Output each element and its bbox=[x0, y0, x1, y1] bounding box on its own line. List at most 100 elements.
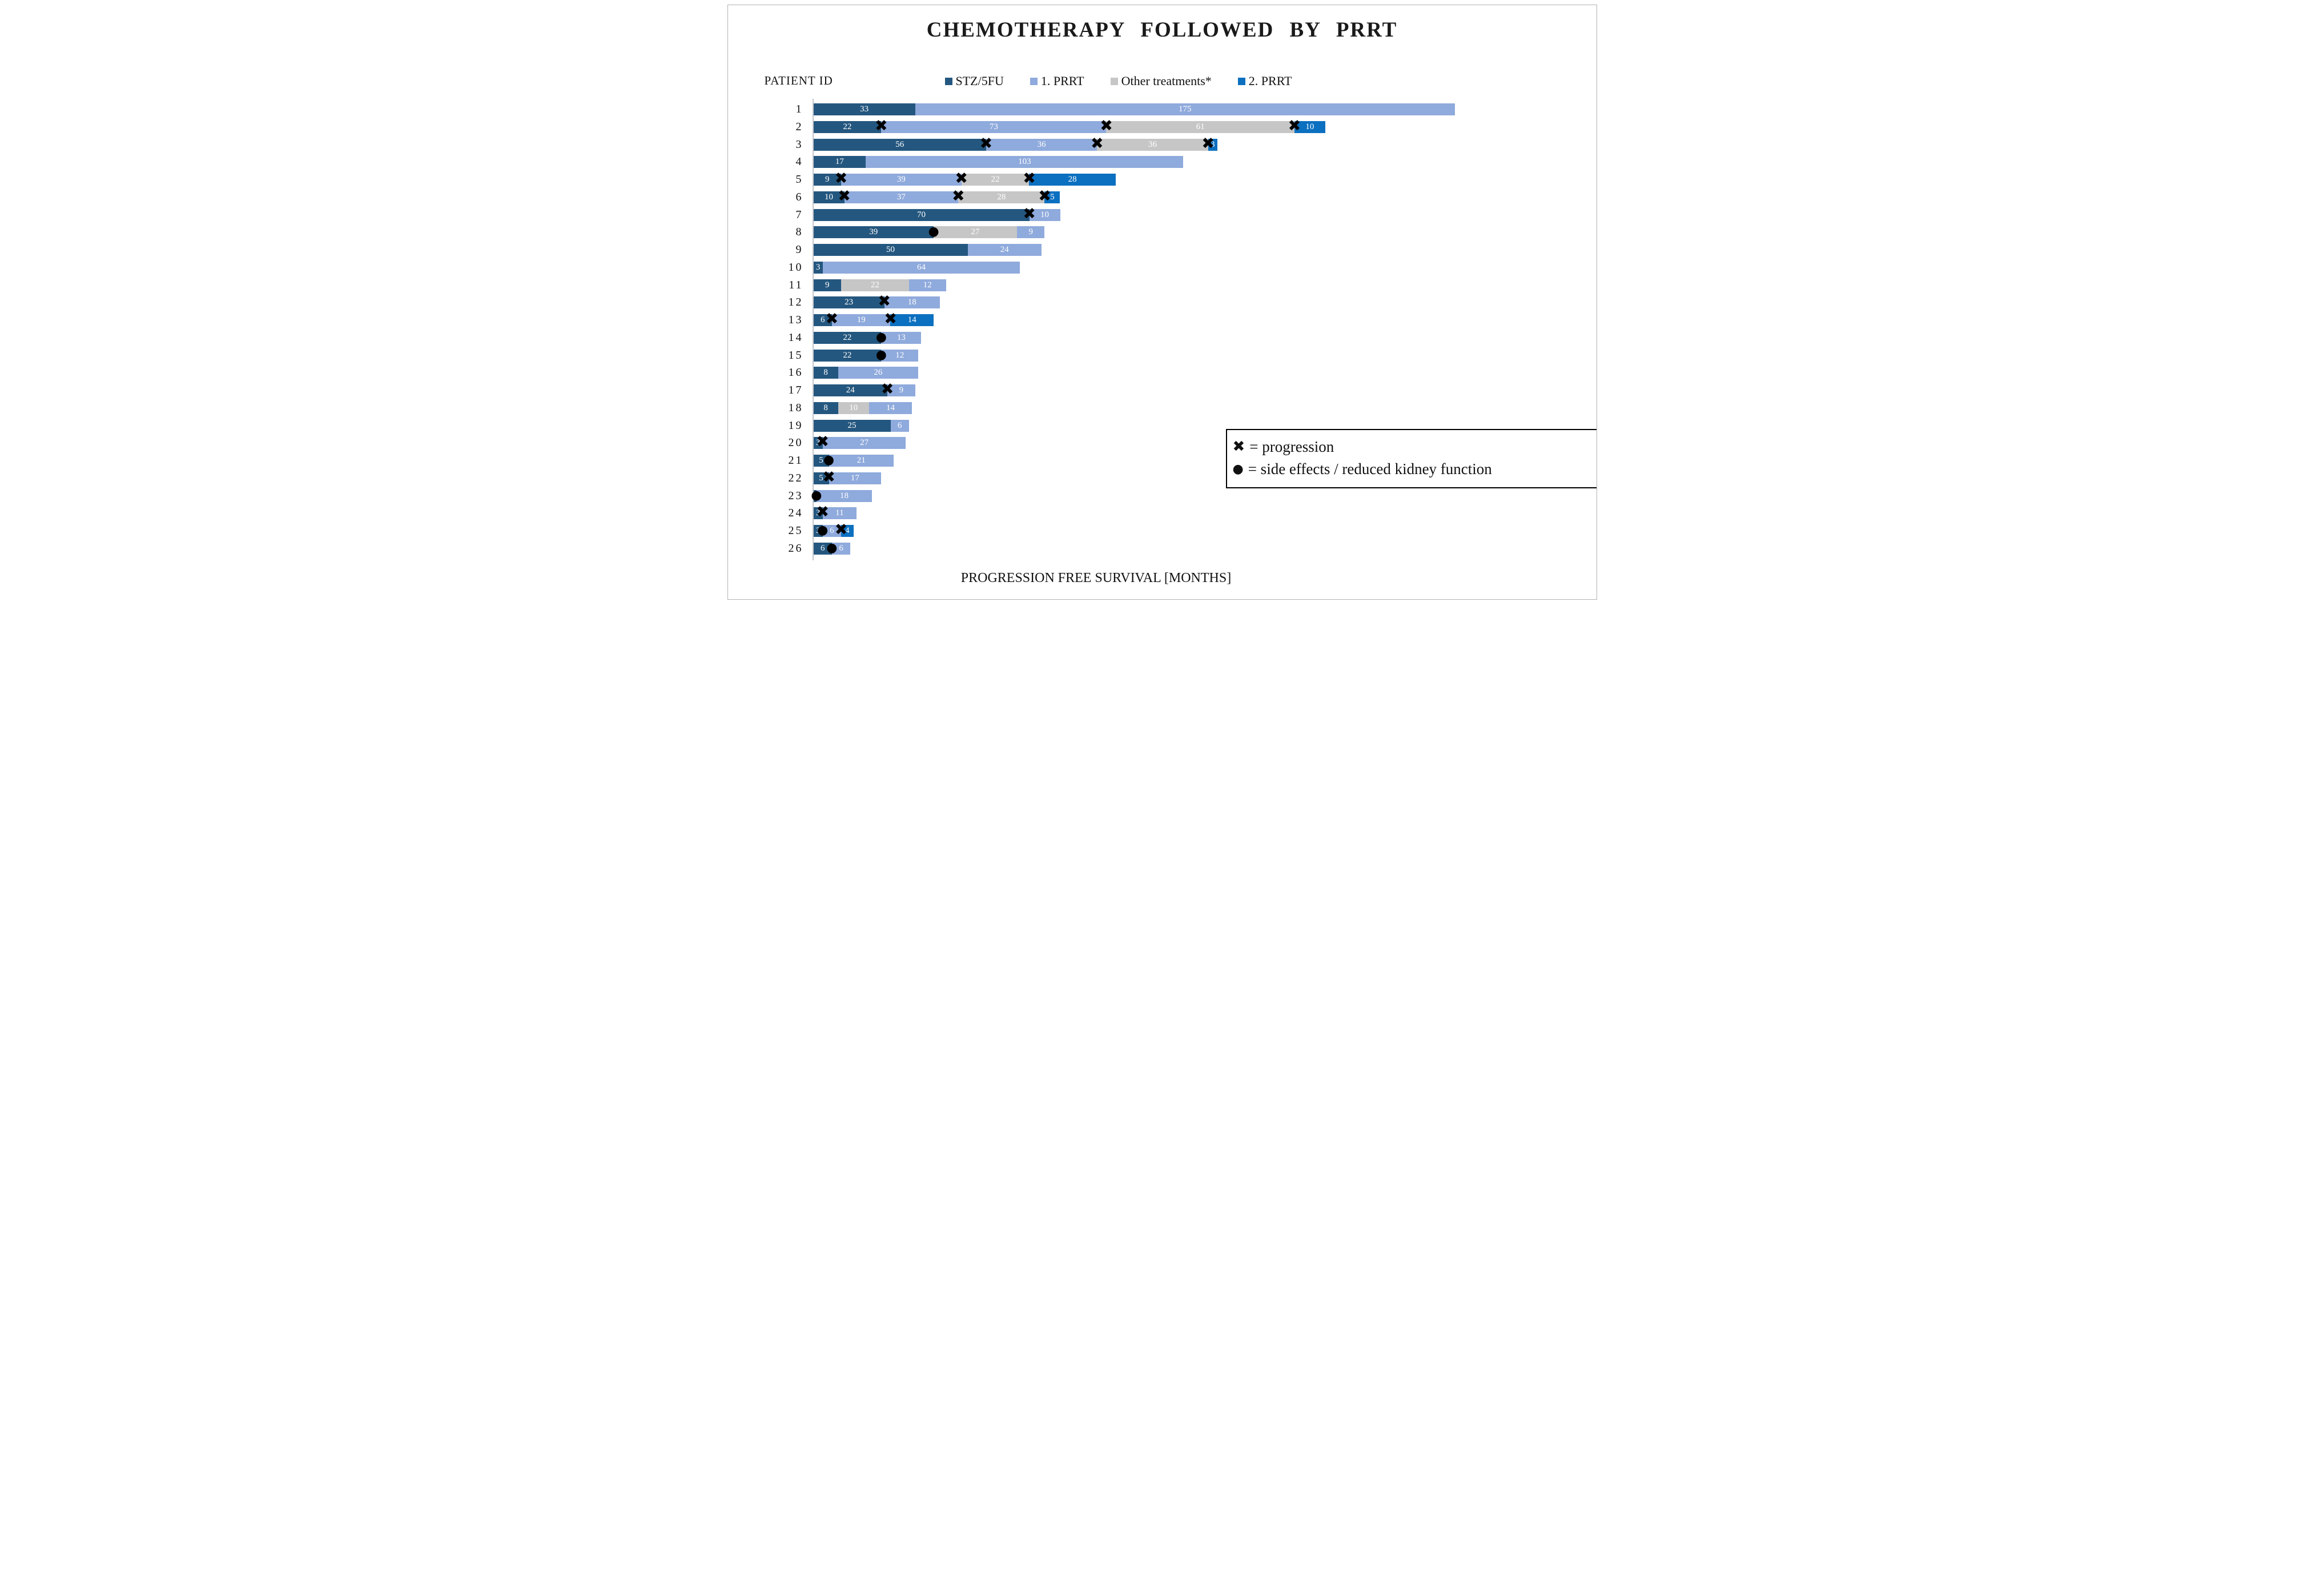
bar-row-patient-16: 16 8 26 bbox=[728, 364, 1597, 382]
legend-label-2-prrt: 2. PRRT bbox=[1248, 74, 1292, 88]
segment-value-label: 10 bbox=[1040, 210, 1049, 219]
bar-stack: 5 17 bbox=[813, 472, 882, 484]
bar-stack: 24 9 bbox=[813, 384, 915, 396]
bar-stack: 10 37 28 5 bbox=[813, 191, 1060, 203]
plot-area: 1 33 175 2 22 73 61 10 ✖ ✖ ✖ 3 56 36 36 3 ✖ ✖ ✖ 4 17 103 5 9 39 2… bbox=[728, 99, 1597, 560]
bar-row-patient-12: 12 23 18 ✖ bbox=[728, 293, 1597, 312]
segment-value-label: 6 bbox=[830, 526, 834, 535]
bar-row-patient-25: 25 3 6 4 ● ✖ bbox=[728, 521, 1597, 540]
bar-stack: 8 26 bbox=[813, 367, 919, 379]
patient-id-tick: 24 bbox=[788, 507, 803, 520]
bar-segment-stz-5fu: 3 bbox=[813, 437, 823, 450]
y-axis-title: PATIENT ID bbox=[764, 74, 833, 87]
patient-id-tick: 23 bbox=[788, 489, 803, 502]
patient-id-tick: 15 bbox=[788, 348, 803, 362]
segment-value-label: 6 bbox=[820, 315, 825, 324]
segment-value-label: 14 bbox=[886, 403, 895, 412]
bar-segment-stz-5fu: 25 bbox=[813, 419, 891, 432]
bar-segment-1-prrt: 6 bbox=[831, 542, 851, 555]
bar-row-patient-11: 11 9 22 12 bbox=[728, 277, 1597, 295]
bar-segment-other-treatments: 61 bbox=[1106, 121, 1294, 133]
segment-value-label: 22 bbox=[991, 175, 1000, 184]
bar-row-patient-14: 14 22 13 ● bbox=[728, 330, 1597, 347]
segment-value-label: 10 bbox=[1305, 122, 1314, 131]
legend-item-2-prrt: 2. PRRT bbox=[1237, 74, 1292, 89]
segment-value-label: 19 bbox=[857, 315, 866, 324]
bar-segment-other-treatments: 36 bbox=[1097, 138, 1208, 151]
bar-stack: 22 13 bbox=[813, 331, 922, 344]
bar-stack: 33 175 bbox=[813, 103, 1455, 115]
segment-value-label: 175 bbox=[1178, 105, 1192, 114]
legend-swatch-1-prrt bbox=[1030, 77, 1038, 85]
segment-value-label: 4 bbox=[845, 526, 850, 535]
bar-segment-1-prrt: 19 bbox=[831, 314, 891, 326]
segment-value-label: 56 bbox=[895, 139, 904, 149]
segment-value-label: 6 bbox=[839, 543, 843, 553]
segment-value-label: 22 bbox=[843, 350, 852, 360]
segment-value-label: 61 bbox=[1196, 122, 1205, 131]
bar-segment-1-prrt: 10 bbox=[1029, 208, 1060, 221]
legend-swatch-2-prrt bbox=[1237, 77, 1245, 85]
marker-legend-side-effect: ● = side effects / reduced kidney functi… bbox=[1233, 458, 1597, 480]
bar-segment-stz-5fu: 8 bbox=[813, 367, 838, 379]
bar-segment-1-prrt: 39 bbox=[841, 174, 962, 186]
bar-segment-stz-5fu: 5 bbox=[813, 455, 829, 467]
progression-x-icon: ✖ bbox=[1232, 438, 1245, 455]
bar-segment-1-prrt: 12 bbox=[908, 279, 946, 291]
segment-value-label: 14 bbox=[907, 315, 916, 324]
bar-segment-stz-5fu: 9 bbox=[813, 174, 842, 186]
patient-id-tick: 19 bbox=[788, 419, 803, 432]
segment-value-label: 10 bbox=[825, 192, 833, 202]
patient-id-tick: 18 bbox=[788, 401, 803, 414]
bar-segment-1-prrt: 21 bbox=[829, 455, 894, 467]
marker-legend-box: ✖ = progression ● = side effects / reduc… bbox=[1225, 429, 1597, 489]
segment-value-label: 5 bbox=[819, 473, 823, 483]
segment-value-label: 26 bbox=[874, 368, 883, 378]
patient-id-tick: 22 bbox=[788, 471, 803, 484]
bar-segment-2-prrt: 14 bbox=[890, 314, 934, 326]
bar-row-patient-23: 23 18 ● bbox=[728, 488, 1597, 505]
patient-id-tick: 8 bbox=[795, 226, 803, 239]
patient-id-tick: 7 bbox=[795, 208, 803, 221]
segment-value-label: 3 bbox=[815, 526, 821, 535]
segment-value-label: 25 bbox=[847, 420, 857, 430]
segment-value-label: 28 bbox=[1068, 175, 1077, 184]
segment-value-label: 9 bbox=[1028, 227, 1033, 237]
legend-item-other-treatments: Other treatments* bbox=[1110, 74, 1212, 89]
bar-row-patient-3: 3 56 36 36 3 ✖ ✖ ✖ bbox=[728, 135, 1597, 154]
patient-id-tick: 4 bbox=[795, 155, 803, 168]
bar-row-patient-15: 15 22 12 ● bbox=[728, 347, 1597, 365]
bar-segment-stz-5fu: 22 bbox=[813, 331, 882, 344]
segment-value-label: 10 bbox=[849, 403, 858, 412]
segment-value-label: 11 bbox=[835, 508, 844, 518]
x-axis-title: PROGRESSION FREE SURVIVAL [MONTHS] bbox=[960, 571, 1232, 585]
bar-segment-1-prrt: 9 bbox=[887, 384, 915, 396]
bar-segment-stz-5fu: 6 bbox=[813, 542, 832, 555]
bar-segment-stz-5fu: 9 bbox=[813, 279, 842, 291]
segment-value-label: 50 bbox=[886, 245, 895, 254]
bar-stack: 6 19 14 bbox=[813, 314, 934, 326]
marker-legend-side-effect-text: = side effects / reduced kidney function bbox=[1248, 460, 1492, 478]
bar-stack: 9 22 12 bbox=[813, 279, 946, 291]
bar-segment-other-treatments: 27 bbox=[934, 226, 1017, 239]
segment-value-label: 8 bbox=[823, 403, 828, 412]
bar-segment-stz-5fu: 3 bbox=[813, 261, 823, 274]
bar-stack: 3 11 bbox=[813, 507, 857, 520]
bar-segment-other-treatments: 22 bbox=[841, 279, 909, 291]
segment-value-label: 39 bbox=[869, 227, 878, 237]
bar-segment-stz-5fu: 3 bbox=[813, 525, 823, 537]
patient-id-tick: 17 bbox=[788, 384, 803, 396]
bar-stack: 70 10 bbox=[813, 208, 1060, 221]
segment-value-label: 18 bbox=[839, 491, 849, 500]
bar-segment-1-prrt: 11 bbox=[822, 507, 857, 520]
bar-segment-1-prrt: 26 bbox=[838, 367, 919, 379]
bar-segment-1-prrt: 17 bbox=[829, 472, 882, 484]
bar-segment-2-prrt: 4 bbox=[841, 525, 854, 537]
bar-segment-1-prrt: 18 bbox=[884, 296, 940, 309]
bar-stack: 22 12 bbox=[813, 349, 919, 362]
bar-segment-stz-5fu: 6 bbox=[813, 314, 832, 326]
bar-segment-stz-5fu: 5 bbox=[813, 472, 829, 484]
bar-row-patient-26: 26 6 6 ● bbox=[728, 540, 1597, 558]
bar-segment-1-prrt: 175 bbox=[915, 103, 1455, 115]
